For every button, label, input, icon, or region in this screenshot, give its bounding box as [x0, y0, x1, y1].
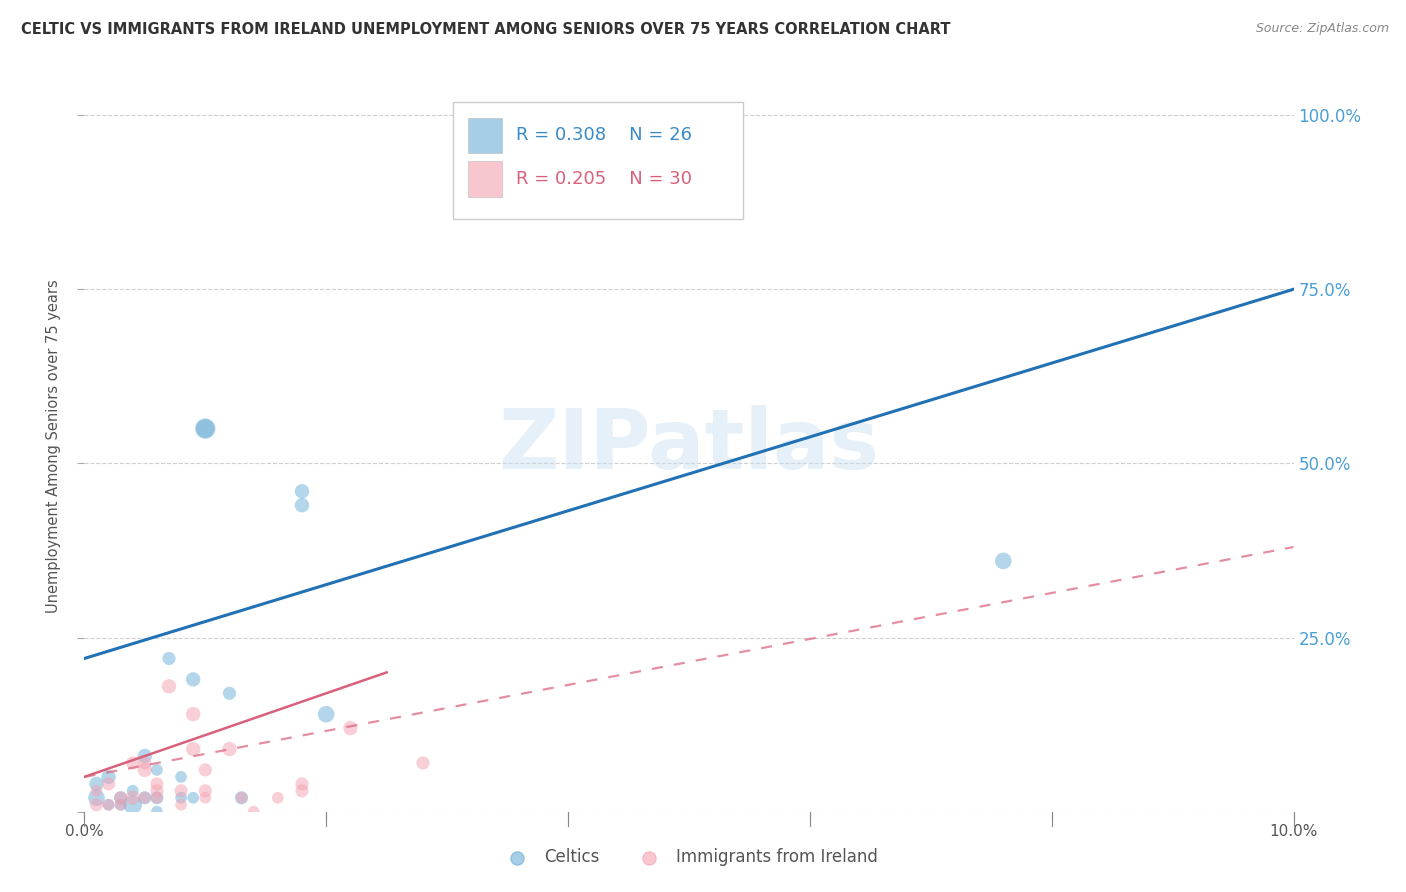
Point: [97, 797, 120, 812]
Point: [110, 790, 132, 805]
Point: [110, 797, 132, 812]
Point: [242, 805, 264, 819]
Point: [291, 498, 314, 512]
Point: [170, 770, 193, 784]
Point: [146, 784, 169, 798]
Point: [181, 673, 204, 687]
Text: R = 0.308    N = 26: R = 0.308 N = 26: [516, 126, 692, 145]
Point: [121, 756, 143, 770]
Point: [146, 790, 169, 805]
Point: [231, 790, 253, 805]
FancyBboxPatch shape: [468, 118, 502, 153]
Point: [110, 797, 132, 812]
Point: [134, 749, 156, 764]
FancyBboxPatch shape: [453, 103, 744, 219]
Point: [146, 777, 169, 791]
Point: [86, 777, 108, 791]
Point: [86, 797, 108, 812]
Point: [157, 679, 180, 693]
Point: [231, 790, 253, 805]
Point: [97, 797, 120, 812]
Point: [97, 770, 120, 784]
Point: [134, 763, 156, 777]
Point: [194, 421, 217, 435]
Point: [97, 777, 120, 791]
Point: [339, 721, 361, 735]
Point: [121, 797, 143, 812]
Text: ZIPatlas: ZIPatlas: [499, 406, 879, 486]
Point: [146, 790, 169, 805]
Point: [170, 790, 193, 805]
Point: [412, 756, 434, 770]
Point: [194, 790, 217, 805]
FancyBboxPatch shape: [468, 161, 502, 196]
Point: [291, 484, 314, 499]
Point: [146, 805, 169, 819]
Point: [181, 707, 204, 722]
Point: [146, 763, 169, 777]
Text: R = 0.205    N = 30: R = 0.205 N = 30: [516, 170, 692, 188]
Point: [134, 790, 156, 805]
Y-axis label: Unemployment Among Seniors over 75 years: Unemployment Among Seniors over 75 years: [46, 279, 62, 613]
Point: [194, 763, 217, 777]
Point: [181, 790, 204, 805]
Point: [315, 707, 337, 722]
Point: [121, 784, 143, 798]
Point: [86, 784, 108, 798]
Point: [121, 790, 143, 805]
Point: [134, 756, 156, 770]
Point: [291, 784, 314, 798]
Point: [134, 790, 156, 805]
Point: [86, 790, 108, 805]
Point: [170, 784, 193, 798]
Point: [194, 421, 217, 435]
Point: [218, 742, 240, 756]
Point: [291, 777, 314, 791]
Text: Source: ZipAtlas.com: Source: ZipAtlas.com: [1256, 22, 1389, 36]
Point: [181, 742, 204, 756]
Text: CELTIC VS IMMIGRANTS FROM IRELAND UNEMPLOYMENT AMONG SENIORS OVER 75 YEARS CORRE: CELTIC VS IMMIGRANTS FROM IRELAND UNEMPL…: [21, 22, 950, 37]
Point: [110, 790, 132, 805]
Point: [993, 554, 1015, 568]
Point: [170, 797, 193, 812]
Point: [218, 686, 240, 700]
Point: [267, 790, 290, 805]
Point: [194, 784, 217, 798]
Point: [157, 651, 180, 665]
Legend: Celtics, Immigrants from Ireland: Celtics, Immigrants from Ireland: [494, 841, 884, 873]
